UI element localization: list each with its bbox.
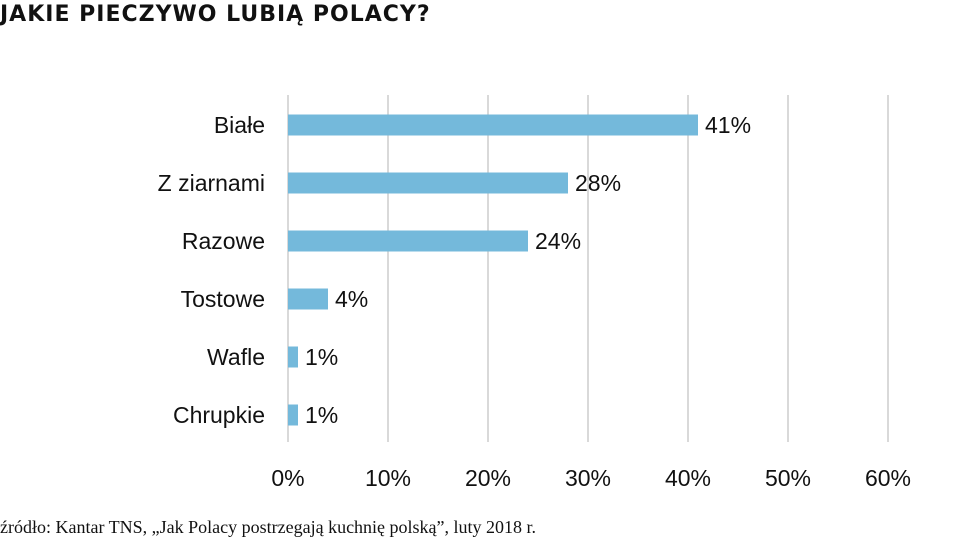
value-label: 24%: [535, 228, 581, 254]
x-tick-label: 50%: [765, 465, 811, 491]
category-label: Razowe: [182, 228, 265, 254]
x-tick-label: 20%: [465, 465, 511, 491]
x-tick-label: 0%: [271, 465, 304, 491]
x-tick-label: 30%: [565, 465, 611, 491]
value-label: 1%: [305, 402, 338, 428]
x-tick-label: 40%: [665, 465, 711, 491]
category-label: Wafle: [207, 344, 265, 370]
gridlines: [287, 95, 889, 442]
value-label: 41%: [705, 112, 751, 138]
bars: [288, 114, 698, 426]
bar: [288, 346, 298, 368]
category-labels: Białe Z ziarnami Razowe Tostowe Wafle Chrupki…: [158, 112, 265, 428]
bar: [288, 404, 298, 426]
chart-title: JAKIE PIECZYWO LUBIĄ POLACY?: [0, 2, 431, 27]
bar: [288, 288, 328, 310]
x-tick-label: 10%: [365, 465, 411, 491]
bar: [288, 172, 568, 194]
bar: [288, 114, 698, 136]
category-label: Chrupkie: [173, 402, 265, 428]
value-label: 28%: [575, 170, 621, 196]
x-tick-label: 60%: [865, 465, 911, 491]
source-note: źródło: Kantar TNS, „Jak Polacy postrzeg…: [0, 517, 537, 537]
value-labels: 41% 28% 24% 4% 1% 1%: [305, 112, 751, 428]
category-label: Białe: [214, 112, 265, 138]
category-label: Z ziarnami: [158, 170, 265, 196]
x-axis-tick-labels: 0% 10% 20% 30% 40% 50% 60%: [271, 465, 911, 491]
value-label: 4%: [335, 286, 368, 312]
value-label: 1%: [305, 344, 338, 370]
bar: [288, 230, 528, 252]
category-label: Tostowe: [181, 286, 265, 312]
